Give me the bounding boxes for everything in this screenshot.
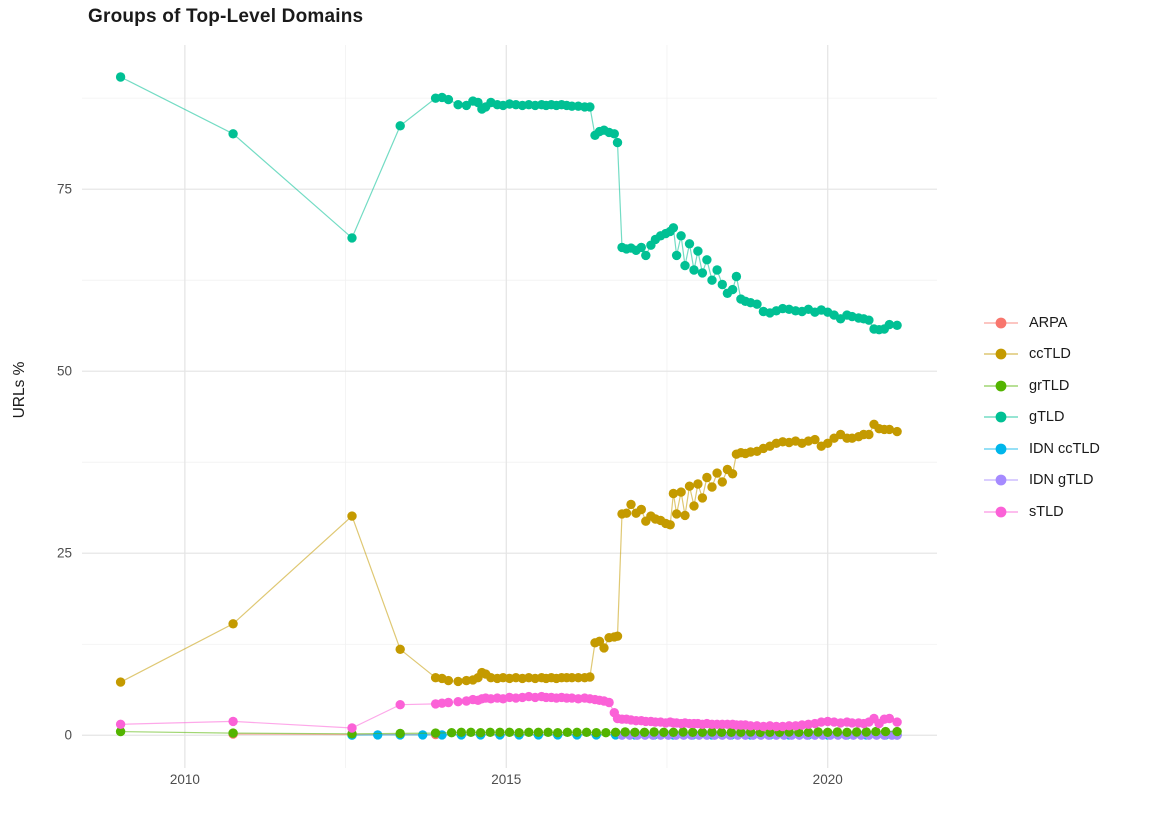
- y-tick-label: 50: [56, 363, 72, 379]
- legend-key-icon: [984, 475, 1018, 486]
- legend-item-grtld: grTLD: [983, 376, 1100, 395]
- legend-item-idn-gtld: IDN gTLD: [983, 471, 1100, 490]
- legend-label: ccTLD: [1029, 346, 1071, 363]
- y-tick-label: 25: [56, 545, 72, 561]
- legend-label: IDN gTLD: [1029, 472, 1094, 489]
- legend-item-arpa: ARPA: [983, 313, 1100, 332]
- chart-title: Groups of Top-Level Domains: [88, 6, 364, 27]
- y-tick-label: 75: [56, 181, 72, 197]
- legend-label: gTLD: [1029, 409, 1065, 426]
- legend-key-icon: [984, 348, 1018, 360]
- legend-key-icon: [984, 317, 1018, 328]
- legend-label: sTLD: [1029, 504, 1064, 521]
- legend-item-idn-cctld: IDN ccTLD: [983, 439, 1100, 458]
- legend-key-icon: [984, 443, 1018, 455]
- legend-item-stld: sTLD: [983, 503, 1100, 522]
- legend-label: ARPA: [1029, 314, 1068, 331]
- x-tick-label: 2010: [169, 772, 200, 787]
- legend-label: IDN ccTLD: [1029, 440, 1100, 457]
- legend-item-gtld: gTLD: [983, 408, 1100, 427]
- legend-key-icon: [984, 380, 1018, 392]
- legend: ARPA ccTLD grTLD gTLD IDN ccTLD IDN gTLD…: [983, 313, 1100, 522]
- y-tick-label: 0: [64, 727, 72, 743]
- x-tick-label: 2020: [812, 772, 843, 787]
- legend-item-cctld: ccTLD: [983, 345, 1100, 364]
- legend-key-icon: [984, 411, 1018, 423]
- legend-key-icon: [984, 506, 1018, 518]
- legend-label: grTLD: [1029, 377, 1070, 394]
- x-tick-label: 2015: [491, 772, 522, 787]
